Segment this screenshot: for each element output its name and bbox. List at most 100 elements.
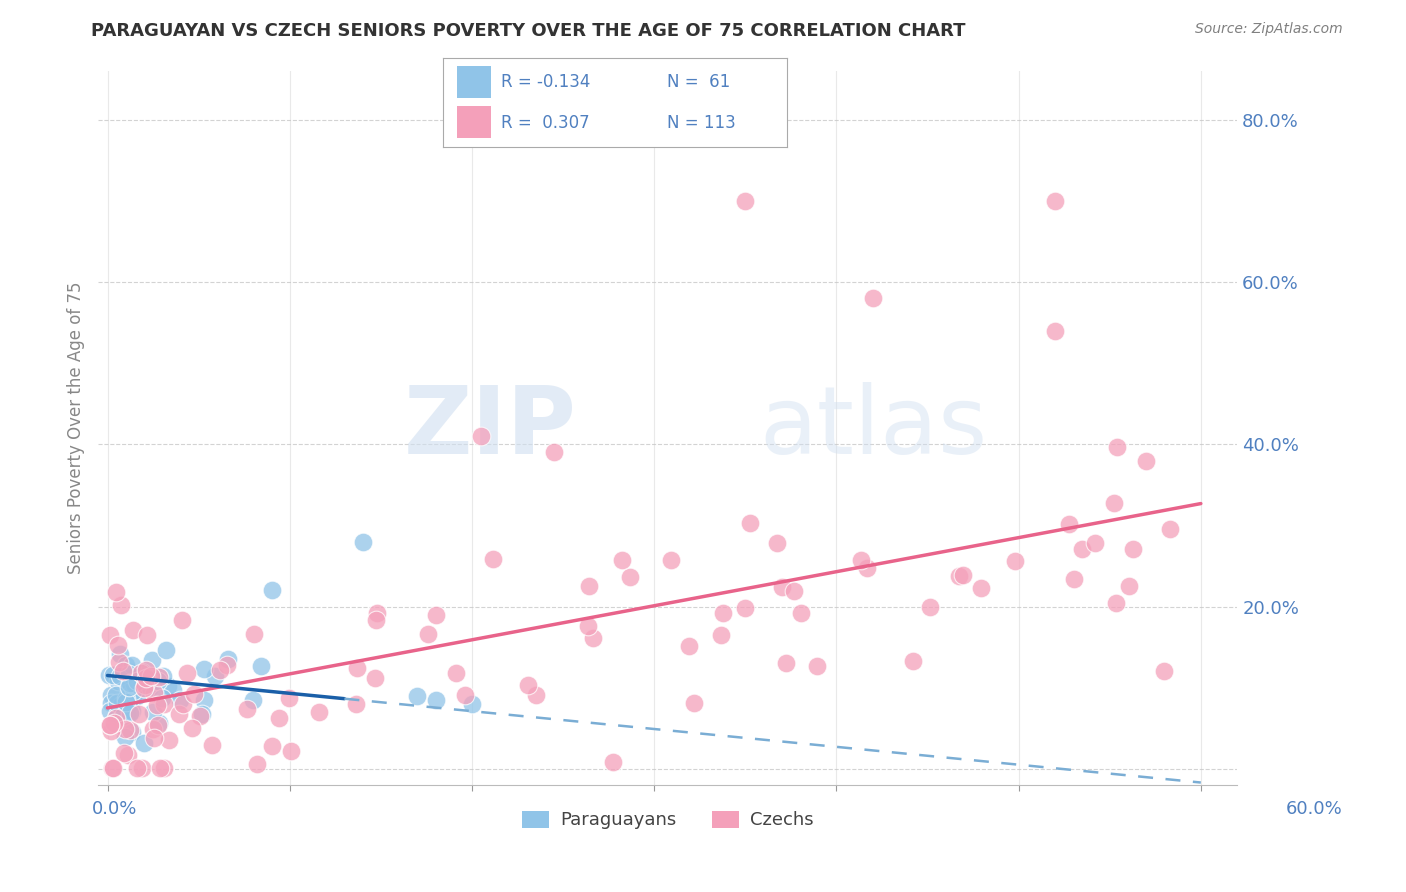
Point (806, 659, 828, 673)
Point (659, 553, 682, 567)
Point (128, 706, 150, 721)
Point (364, 671, 387, 685)
Point (193, 693, 215, 707)
Point (1004, 554, 1026, 568)
Point (134, 736, 156, 750)
Point (152, 669, 174, 683)
Text: R =  0.307: R = 0.307 (502, 114, 591, 132)
Point (105, 711, 128, 725)
Point (105, 696, 128, 710)
Point (131, 761, 153, 775)
Point (134, 671, 156, 685)
Point (1135, 453, 1157, 467)
Point (208, 663, 231, 677)
Point (217, 657, 239, 672)
Point (582, 631, 605, 645)
Point (856, 560, 879, 574)
Point (136, 672, 159, 686)
Point (143, 686, 166, 700)
Point (1063, 572, 1085, 586)
Point (1159, 522, 1181, 536)
Point (425, 607, 447, 622)
FancyBboxPatch shape (457, 106, 491, 138)
Point (127, 673, 149, 688)
Point (132, 681, 155, 696)
Point (188, 709, 211, 723)
Point (118, 706, 141, 720)
Point (344, 697, 367, 711)
Point (107, 673, 129, 688)
FancyBboxPatch shape (457, 66, 491, 98)
Point (516, 678, 538, 692)
Point (118, 723, 141, 737)
Point (100, 628, 122, 642)
Text: ZIP: ZIP (404, 382, 576, 475)
Point (110, 698, 132, 713)
Point (849, 553, 872, 567)
Point (141, 652, 163, 666)
Point (1059, 516, 1081, 531)
Point (115, 707, 138, 722)
Point (122, 623, 145, 637)
Point (100, 696, 122, 710)
Point (470, 429, 492, 443)
Text: atlas: atlas (759, 382, 987, 475)
Point (104, 688, 127, 702)
Point (148, 670, 170, 684)
Point (115, 692, 138, 706)
Point (576, 619, 599, 633)
Point (124, 672, 146, 686)
Text: 60.0%: 60.0% (1286, 800, 1343, 818)
Point (242, 693, 264, 707)
Point (308, 705, 330, 719)
Point (578, 579, 600, 593)
Point (481, 551, 503, 566)
Point (201, 738, 224, 752)
Point (128, 683, 150, 698)
Point (150, 691, 173, 706)
Point (110, 599, 132, 613)
Point (526, 688, 548, 702)
Point (105, 707, 128, 722)
Point (454, 688, 477, 702)
Point (148, 674, 170, 689)
Point (918, 599, 941, 614)
Point (278, 690, 301, 705)
Point (169, 692, 191, 706)
Point (104, 585, 127, 599)
Point (461, 697, 484, 711)
Point (145, 698, 167, 713)
Text: N = 113: N = 113 (666, 114, 735, 132)
Point (118, 681, 141, 695)
Point (142, 723, 165, 737)
Text: Source: ZipAtlas.com: Source: ZipAtlas.com (1195, 22, 1343, 37)
Point (1084, 536, 1107, 550)
Point (1122, 541, 1144, 556)
Legend: Paraguayans, Czechs: Paraguayans, Czechs (515, 804, 821, 837)
Point (124, 686, 146, 700)
Point (260, 583, 283, 598)
Point (103, 715, 125, 730)
Point (170, 614, 193, 628)
Point (118, 667, 141, 681)
Point (970, 581, 993, 595)
Point (121, 683, 143, 698)
Point (142, 731, 165, 745)
Text: PARAGUAYAN VS CZECH SENIORS POVERTY OVER THE AGE OF 75 CORRELATION CHART: PARAGUAYAN VS CZECH SENIORS POVERTY OVER… (91, 22, 966, 40)
Point (180, 721, 202, 735)
Point (136, 628, 159, 642)
Point (114, 730, 136, 744)
Point (98, 717, 121, 731)
Point (734, 600, 756, 615)
Point (112, 746, 135, 760)
Point (1043, 324, 1066, 338)
Point (122, 677, 145, 691)
Point (711, 606, 734, 620)
Point (124, 690, 146, 704)
Point (775, 657, 797, 671)
Point (103, 668, 125, 682)
Point (100, 724, 122, 739)
Point (134, 678, 156, 692)
Point (110, 669, 132, 683)
Point (610, 553, 633, 567)
